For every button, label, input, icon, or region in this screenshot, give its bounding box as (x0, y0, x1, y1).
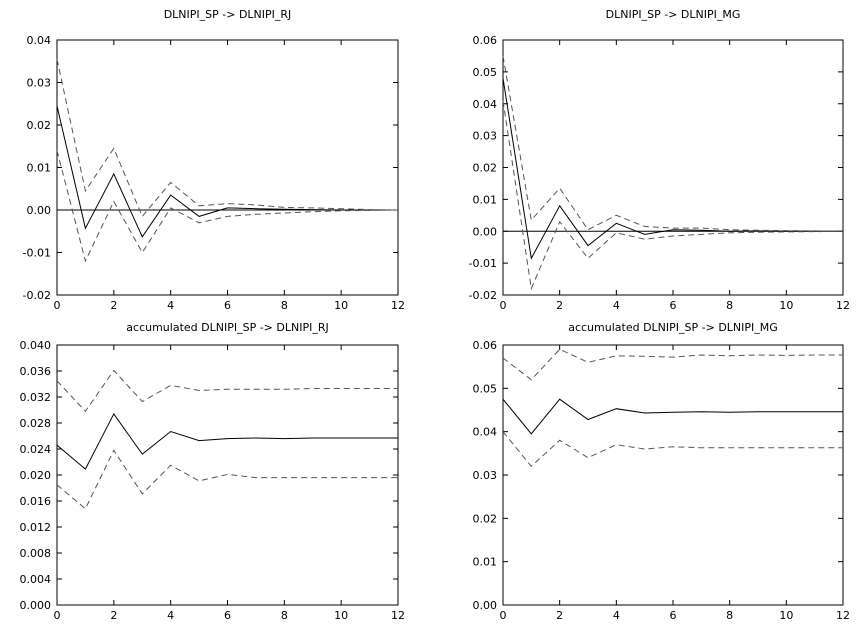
chart-title: accumulated DLNIPI_SP -> DLNIPI_MG (568, 321, 778, 334)
x-tick-label: 4 (167, 609, 174, 622)
chart-panel-4: accumulated DLNIPI_SP -> DLNIPI_MG 0.00 0.… (473, 321, 851, 622)
y-tick-label: -0.01 (469, 257, 497, 270)
plot-frame (56, 39, 399, 296)
upper-band-line (502, 55, 844, 232)
y-tick-label: 0.01 (473, 193, 498, 206)
y-tick-label: 0.04 (473, 426, 498, 439)
upper-band-line (56, 58, 399, 218)
y-tick-label: -0.02 (469, 289, 497, 302)
y-tick-label: 0.03 (473, 469, 498, 482)
chart-title: accumulated DLNIPI_SP -> DLNIPI_RJ (126, 321, 328, 334)
y-tick-label: 0.03 (27, 77, 52, 90)
y-tick-label: 0.028 (20, 417, 52, 430)
y-tick-label: 0.008 (20, 547, 52, 560)
x-tick-label: 4 (613, 299, 620, 312)
x-tick-label: 8 (281, 609, 288, 622)
y-tick-label: 0.00 (473, 225, 498, 238)
y-tick-label: 0.040 (20, 339, 52, 352)
y-tick-label: 0.00 (27, 204, 52, 217)
y-tick-label: 0.012 (20, 521, 52, 534)
x-tick-label: 10 (334, 609, 348, 622)
x-tick-label: 0 (500, 299, 507, 312)
y-tick-label: 0.05 (473, 382, 498, 395)
y-tick-label: 0.03 (473, 130, 498, 143)
y-tick-label: 0.06 (473, 339, 498, 352)
x-tick-label: 10 (779, 609, 793, 622)
x-tick-label: 2 (556, 299, 563, 312)
y-tick-label: 0.05 (473, 66, 498, 79)
y-tick-label: 0.00 (473, 599, 498, 612)
x-tick-label: 6 (224, 299, 231, 312)
lower-band-line (56, 449, 398, 510)
y-tick-label: 0.024 (20, 443, 52, 456)
chart-title: DLNIPI_SP -> DLNIPI_RJ (164, 8, 292, 21)
x-tick-label: 0 (54, 609, 61, 622)
x-tick-label: 0 (54, 299, 61, 312)
lower-band-line (502, 431, 843, 468)
x-tick-label: 6 (670, 299, 677, 312)
impulse-response-line (56, 412, 398, 470)
x-tick-label: 6 (224, 609, 231, 622)
y-tick-label: 0.02 (473, 162, 498, 175)
impulse-response-line (56, 105, 398, 238)
x-tick-label: 12 (391, 299, 405, 312)
y-tick-label: 0.02 (473, 512, 498, 525)
y-tick-label: 0.032 (20, 391, 52, 404)
y-tick-label: 0.02 (27, 119, 52, 132)
y-tick-label: 0.04 (27, 34, 52, 47)
upper-band-line (502, 348, 843, 381)
x-tick-label: 0 (500, 609, 507, 622)
x-tick-label: 10 (334, 299, 348, 312)
lower-band-line (502, 100, 844, 291)
x-tick-label: 8 (726, 609, 733, 622)
impulse-response-line (502, 78, 843, 260)
x-tick-label: 6 (670, 609, 677, 622)
y-tick-label: 0.020 (20, 469, 52, 482)
impulse-response-line (502, 398, 843, 435)
y-tick-label: 0.000 (20, 599, 52, 612)
plot-frame (502, 344, 844, 606)
x-tick-label: 12 (836, 609, 850, 622)
x-tick-label: 2 (556, 609, 563, 622)
y-tick-label: -0.02 (23, 289, 51, 302)
y-tick-label: 0.01 (473, 556, 498, 569)
y-tick-label: 0.01 (27, 162, 52, 175)
chart-title: DLNIPI_SP -> DLNIPI_MG (606, 8, 741, 21)
plot-frame (56, 344, 399, 606)
upper-band-line (56, 369, 398, 413)
y-tick-label: 0.036 (20, 365, 52, 378)
plot-frame (502, 39, 844, 296)
x-tick-label: 12 (391, 609, 405, 622)
chart-panel-3: accumulated DLNIPI_SP -> DLNIPI_RJ0.0000… (20, 321, 406, 622)
chart-panel-1: DLNIPI_SP -> DLNIPI_RJ -0.02 -0.01 0.00 0.01… (23, 8, 405, 312)
y-tick-label: 0.016 (20, 495, 52, 508)
chart-panel-2: DLNIPI_SP -> DLNIPI_MG -0.02 -0.01 0.00 0.01… (469, 8, 850, 312)
x-tick-label: 4 (613, 609, 620, 622)
y-tick-label: 0.004 (20, 573, 52, 586)
x-tick-label: 2 (110, 299, 117, 312)
x-tick-label: 12 (836, 299, 850, 312)
y-tick-label: 0.06 (473, 34, 498, 47)
x-tick-label: 10 (779, 299, 793, 312)
x-tick-label: 8 (726, 299, 733, 312)
y-tick-label: -0.01 (23, 247, 51, 260)
x-tick-label: 4 (167, 299, 174, 312)
y-tick-label: 0.04 (473, 98, 498, 111)
x-tick-label: 2 (110, 609, 117, 622)
lower-band-line (56, 150, 399, 263)
x-tick-label: 8 (281, 299, 288, 312)
